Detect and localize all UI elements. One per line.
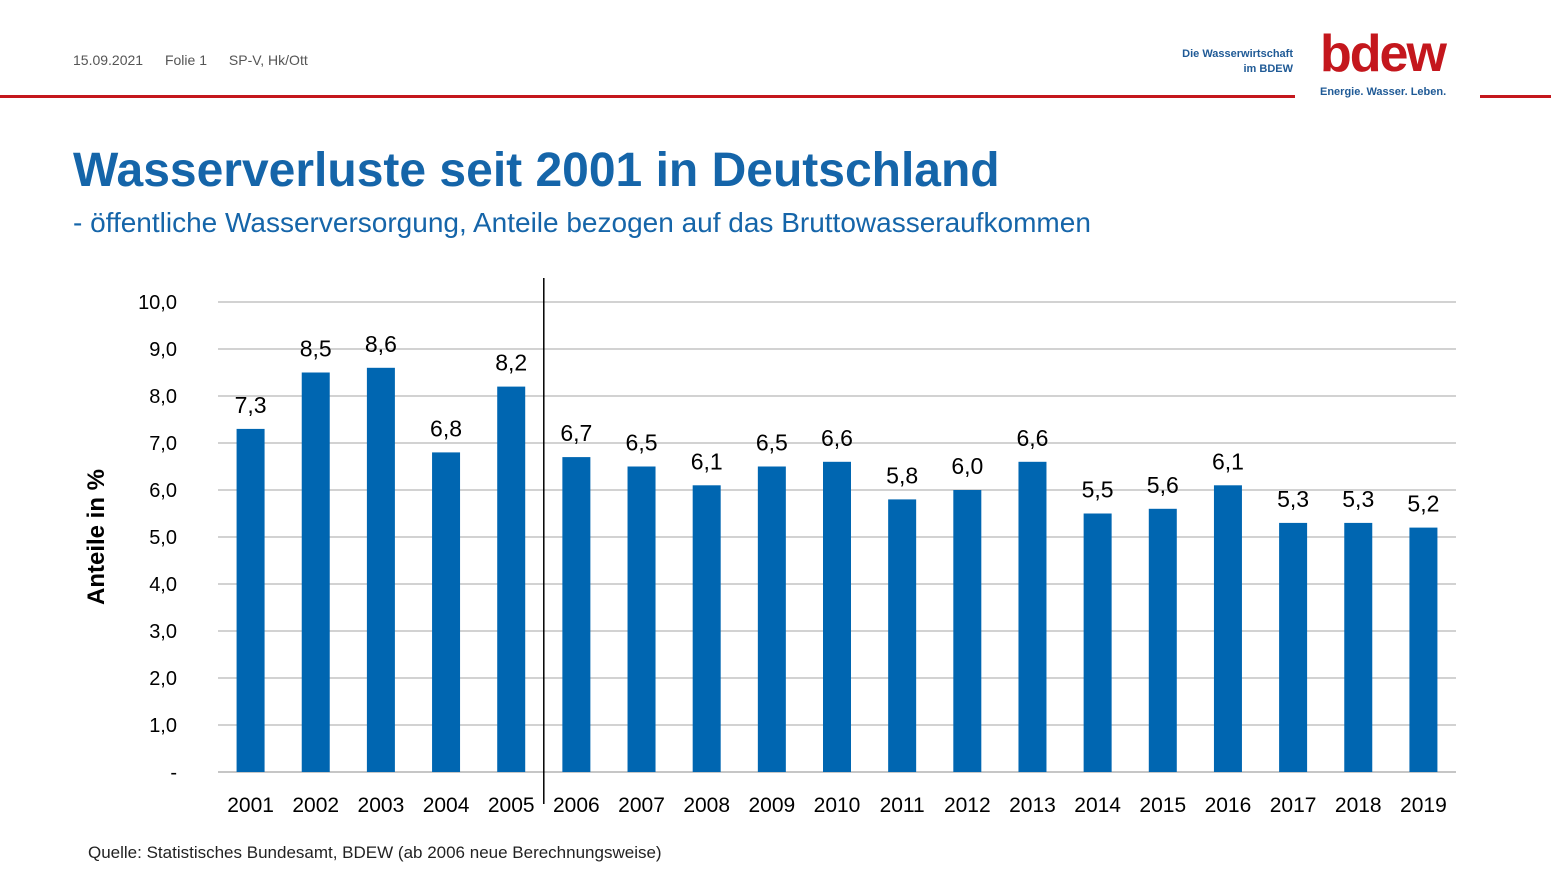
x-tick-label: 2015 xyxy=(1139,794,1186,817)
data-label: 6,0 xyxy=(951,453,983,479)
data-label: 6,6 xyxy=(1016,425,1048,451)
bar xyxy=(888,499,917,772)
bar xyxy=(1344,522,1373,772)
bar xyxy=(692,485,721,772)
x-tick-label: 2003 xyxy=(358,794,405,817)
x-tick-label: 2010 xyxy=(814,794,861,817)
x-tick-label: 2018 xyxy=(1335,794,1382,817)
header-divider-left xyxy=(0,95,1295,98)
data-label: 7,3 xyxy=(235,392,267,418)
x-tick-label: 2019 xyxy=(1400,794,1447,817)
data-label: 5,3 xyxy=(1342,486,1374,512)
source-note: Quelle: Statistisches Bundesamt, BDEW (a… xyxy=(88,843,662,862)
bar xyxy=(301,372,330,772)
y-tick-label: 2,0 xyxy=(149,668,177,690)
page-subtitle: - öffentliche Wasserversorgung, Anteile … xyxy=(73,207,1091,238)
data-label: 5,8 xyxy=(886,462,918,488)
y-tick-label: 6,0 xyxy=(149,480,177,502)
x-tick-label: 2011 xyxy=(880,794,925,817)
slide-date: 15.09.2021 xyxy=(73,52,144,68)
bar xyxy=(757,466,786,772)
bar xyxy=(562,457,591,772)
y-tick-label: 3,0 xyxy=(149,621,177,643)
bar xyxy=(1018,461,1047,772)
bar xyxy=(823,461,851,772)
data-label: 6,5 xyxy=(626,430,658,456)
x-tick-label: 2012 xyxy=(944,794,991,817)
y-tick-label: 4,0 xyxy=(149,574,177,596)
data-label: 8,5 xyxy=(300,336,332,362)
data-label: 6,8 xyxy=(430,415,462,441)
bar xyxy=(953,490,982,772)
x-tick-label: 2017 xyxy=(1270,794,1317,817)
data-label: 8,6 xyxy=(365,331,397,357)
bar xyxy=(236,428,265,772)
y-tick-label: 5,0 xyxy=(149,527,177,549)
data-label: 5,3 xyxy=(1277,486,1309,512)
header-divider-right xyxy=(1480,95,1551,98)
bar xyxy=(1083,513,1112,772)
y-tick-label: 10,0 xyxy=(138,292,177,314)
y-tick-label: 7,0 xyxy=(149,433,177,455)
data-label: 5,2 xyxy=(1407,491,1439,517)
x-tick-label: 2002 xyxy=(292,794,339,817)
x-tick-label: 2013 xyxy=(1009,794,1056,817)
data-label: 5,6 xyxy=(1147,472,1179,498)
y-tick-label: 9,0 xyxy=(149,339,177,361)
x-tick-label: 2007 xyxy=(618,794,665,817)
data-label: 6,5 xyxy=(756,430,788,456)
data-label: 6,1 xyxy=(691,448,723,474)
x-tick-label: 2014 xyxy=(1074,794,1121,817)
org-label-line2: im BDEW xyxy=(1243,63,1294,75)
data-label: 5,5 xyxy=(1082,477,1114,503)
slide-number: Folie 1 xyxy=(164,52,207,68)
bar xyxy=(627,466,656,772)
y-tick-label: - xyxy=(170,762,177,784)
x-tick-label: 2016 xyxy=(1205,794,1252,817)
logo-wordmark: bdew xyxy=(1320,25,1447,83)
x-tick-label: 2005 xyxy=(488,794,535,817)
x-tick-label: 2006 xyxy=(553,794,600,817)
page-title: Wasserverluste seit 2001 in Deutschland xyxy=(73,144,1000,197)
data-label: 8,2 xyxy=(495,350,527,376)
bdew-logo: bdew Energie. Wasser. Leben. xyxy=(1320,28,1460,98)
bar xyxy=(1409,527,1438,772)
slide-meta: 15.09.2021 Folie 1 SP-V, Hk/Ott xyxy=(73,52,326,68)
bar xyxy=(432,452,461,772)
x-tick-label: 2009 xyxy=(748,794,795,817)
bar xyxy=(1148,508,1177,772)
data-label: 6,6 xyxy=(821,425,853,451)
x-tick-label: 2004 xyxy=(423,794,470,817)
data-label: 6,1 xyxy=(1212,448,1244,474)
y-axis-label: Anteile in % xyxy=(83,469,110,605)
y-tick-label: 1,0 xyxy=(149,715,177,737)
y-tick-label: 8,0 xyxy=(149,386,177,408)
x-tick-label: 2008 xyxy=(683,794,730,817)
logo-tagline: Energie. Wasser. Leben. xyxy=(1320,86,1447,98)
org-label: Die Wasserwirtschaft im BDEW xyxy=(1182,47,1293,77)
x-tick-label: 2001 xyxy=(227,794,274,817)
org-label-line1: Die Wasserwirtschaft xyxy=(1182,48,1293,60)
bar xyxy=(366,367,395,772)
data-label: 6,7 xyxy=(560,420,592,446)
bar xyxy=(1213,485,1242,772)
bar xyxy=(497,386,526,772)
slide-author: SP-V, Hk/Ott xyxy=(228,52,308,68)
bar xyxy=(1279,522,1308,772)
